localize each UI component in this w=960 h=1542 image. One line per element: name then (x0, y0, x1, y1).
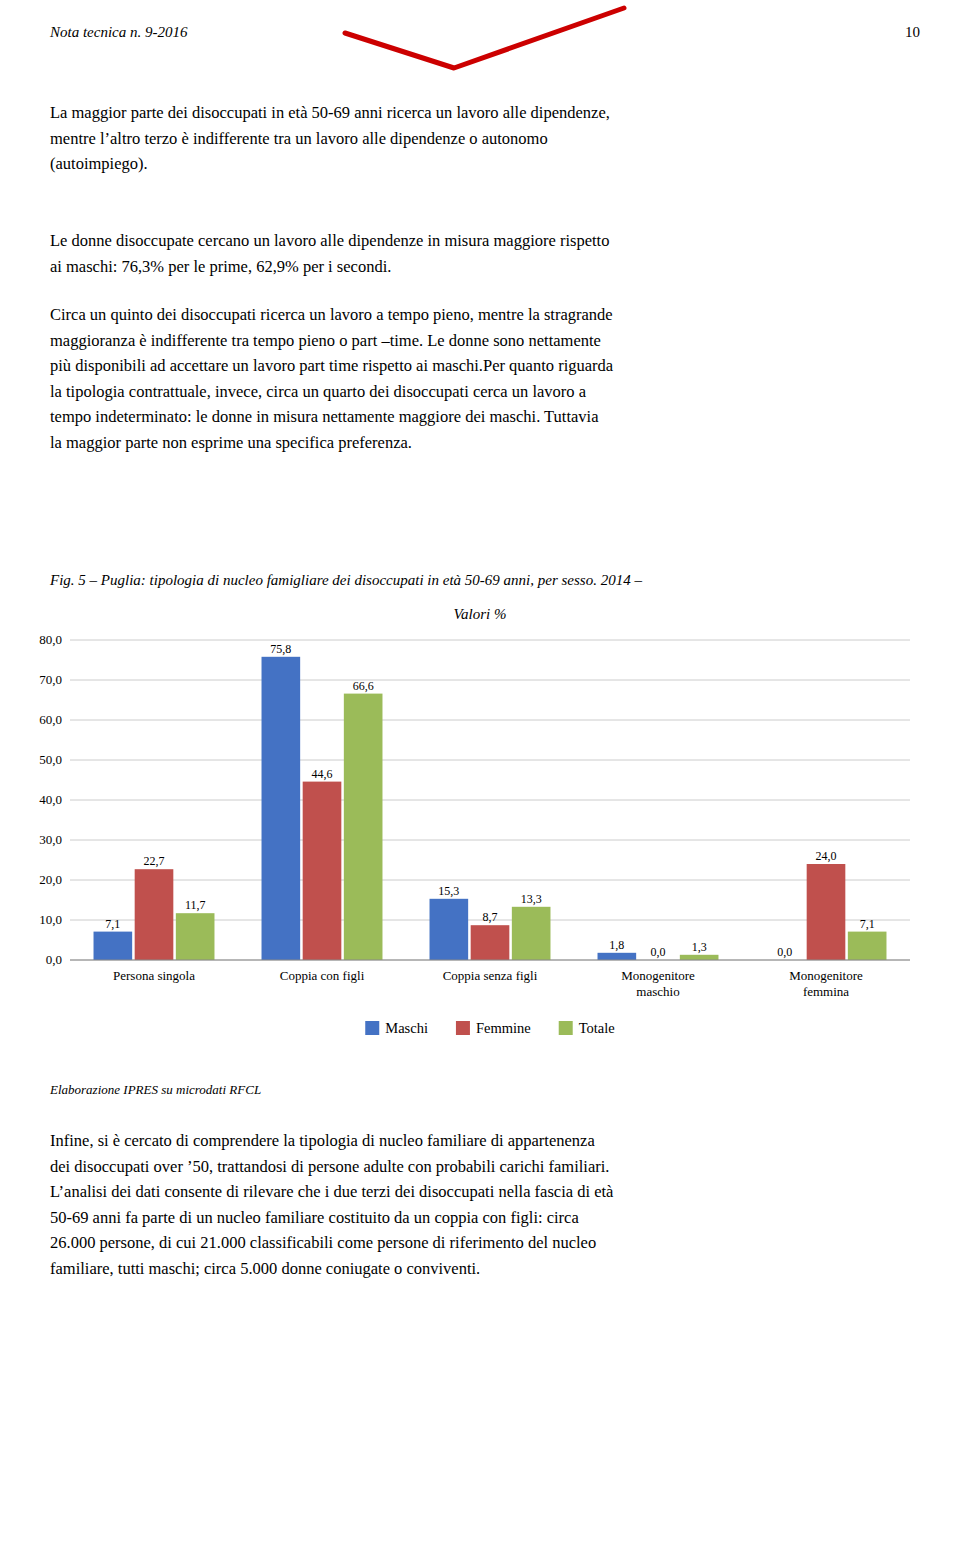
paragraph: Infine, si è cercato di comprendere la t… (50, 1128, 613, 1281)
grid-line (70, 760, 910, 761)
y-tick-label: 0,0 (46, 952, 62, 967)
x-tick-label: Monogenitorefemmina (789, 968, 863, 999)
paragraph: Circa un quinto dei disoccupati ricerca … (50, 302, 613, 455)
bar (807, 864, 846, 960)
source-note: Elaborazione IPRES su microdati RFCL (50, 1082, 261, 1098)
bar (94, 932, 133, 960)
y-tick-label: 60,0 (39, 712, 62, 727)
y-tick-label: 70,0 (39, 672, 62, 687)
paragraph: Le donne disoccupate cercano un lavoro a… (50, 228, 609, 279)
header-left: Nota tecnica n. 9-2016 (50, 24, 187, 41)
x-tick-label: Monogenitoremaschio (621, 968, 695, 999)
legend-item: Maschi (365, 1020, 428, 1036)
bar (303, 782, 342, 960)
x-tick-label: Coppia senza figli (443, 968, 538, 983)
bar (471, 925, 510, 960)
chart: 0,0 10,0 20,0 30,0 40,0 50,0 60,0 70,0 80,0 7,1 75… (0, 620, 960, 1060)
grid-line (70, 800, 910, 801)
bar (848, 932, 887, 960)
legend: Maschi Femmine Totale (365, 1020, 615, 1036)
bar (262, 657, 301, 960)
x-axis-line (70, 960, 910, 961)
data-label: 0,0 (651, 945, 666, 959)
bar (430, 899, 469, 960)
data-label: 44,6 (312, 767, 333, 781)
chart-subtitle: Valori % (0, 606, 960, 623)
y-tick-label: 10,0 (39, 912, 62, 927)
data-label: 1,3 (692, 940, 707, 954)
bar (344, 694, 383, 960)
logo-check (345, 8, 624, 68)
bar (135, 869, 174, 960)
legend-item: Totale (559, 1020, 615, 1036)
legend-swatch (559, 1021, 573, 1035)
y-tick-label: 20,0 (39, 872, 62, 887)
y-tick-label: 30,0 (39, 832, 62, 847)
legend-item: Femmine (456, 1020, 531, 1036)
bar (176, 913, 215, 960)
chart-title: Fig. 5 – Puglia: tipologia di nucleo fam… (50, 572, 642, 589)
y-tick-label: 50,0 (39, 752, 62, 767)
legend-swatch (456, 1021, 470, 1035)
legend-label: Totale (579, 1020, 615, 1036)
data-label: 13,3 (521, 892, 542, 906)
data-label: 15,3 (438, 884, 459, 898)
data-label: 7,1 (105, 917, 120, 931)
grid-line (70, 880, 910, 881)
grid-line (70, 640, 910, 641)
legend-swatch (365, 1021, 379, 1035)
data-label: 1,8 (609, 938, 624, 952)
paragraph: La maggior parte dei disoccupati in età … (50, 100, 610, 177)
y-tick-label: 40,0 (39, 792, 62, 807)
grid-line (70, 960, 910, 961)
x-tick-label: Persona singola (113, 968, 195, 983)
logo (330, 5, 640, 75)
data-label: 7,1 (860, 917, 875, 931)
data-label: 66,6 (353, 679, 374, 693)
grid-line (70, 840, 910, 841)
data-label: 8,7 (483, 910, 498, 924)
grid-line (70, 680, 910, 681)
data-label: 75,8 (270, 642, 291, 656)
x-tick-label: Coppia con figli (280, 968, 365, 983)
y-tick-label: 80,0 (39, 632, 62, 647)
legend-label: Maschi (385, 1020, 428, 1036)
grid-line (70, 720, 910, 721)
bar (680, 955, 719, 960)
data-labels: 7,1 75,8 15,3 1,8 0,0 22,7 44,6 8,7 0,0 24,0 11,7 6… (105, 642, 874, 959)
bar (512, 907, 551, 960)
data-label: 11,7 (185, 898, 206, 912)
grid (70, 640, 910, 960)
header-right: 10 (905, 24, 920, 41)
bars (94, 657, 887, 960)
data-label: 22,7 (144, 854, 165, 868)
legend-label: Femmine (476, 1020, 531, 1036)
data-label: 24,0 (816, 849, 837, 863)
data-label: 0,0 (777, 945, 792, 959)
bar (598, 953, 637, 960)
